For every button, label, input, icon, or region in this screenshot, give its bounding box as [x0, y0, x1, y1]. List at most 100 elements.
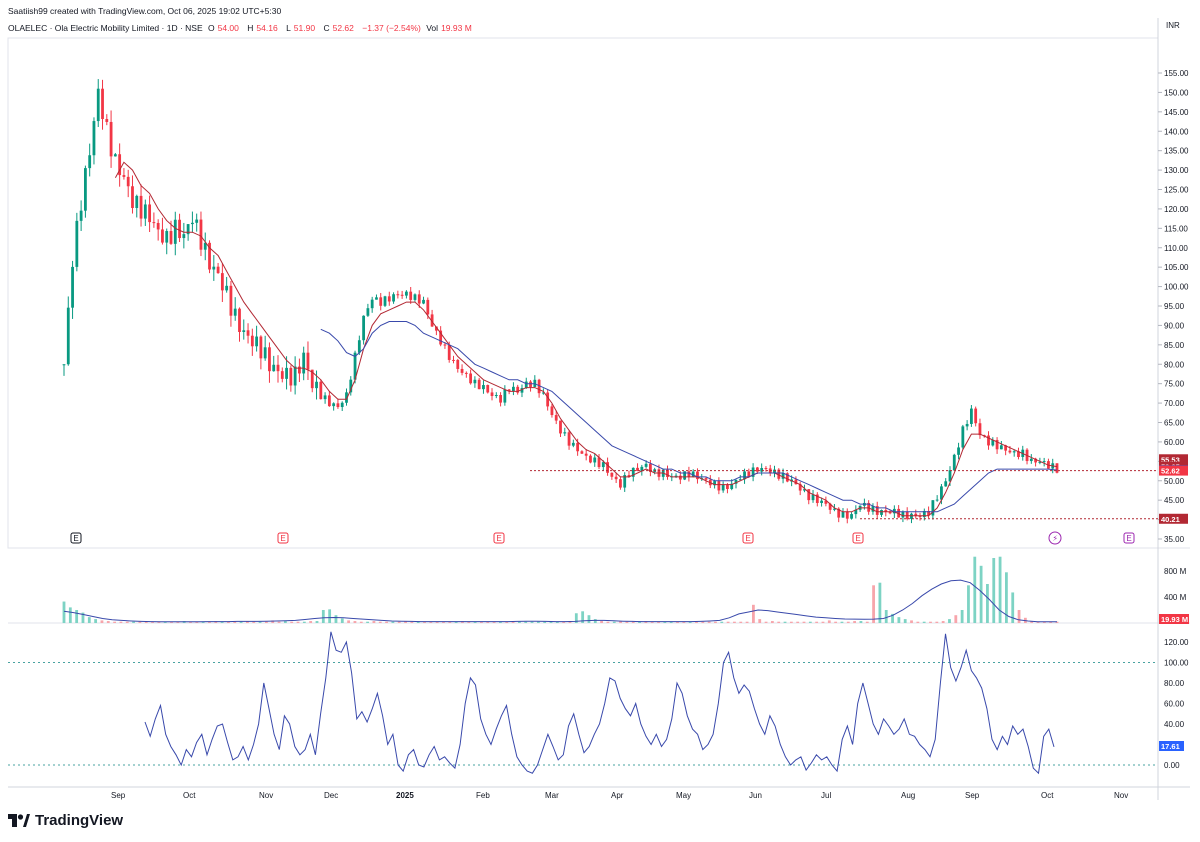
candle-body	[781, 473, 785, 479]
volume-bar	[834, 621, 838, 623]
candle-body	[315, 381, 318, 389]
price-tick-label: 140.00	[1164, 127, 1189, 136]
tradingview-logo[interactable]: TradingView	[8, 812, 123, 829]
candle-body	[383, 296, 387, 306]
volume-bar	[764, 621, 768, 623]
price-tick-label: 105.00	[1164, 263, 1189, 272]
volume-bar	[473, 621, 477, 623]
volume-bar	[372, 621, 376, 623]
candle-body	[619, 479, 622, 488]
candle-body	[246, 330, 250, 336]
candle-body	[75, 220, 79, 267]
price-tick-label: 60.00	[1164, 438, 1185, 447]
price-tick-label: 85.00	[1164, 341, 1185, 350]
candle-body	[738, 479, 742, 481]
time-tick-label: Aug	[901, 791, 915, 800]
volume-bar	[752, 604, 755, 623]
volume-bar	[258, 621, 262, 623]
volume-bar	[960, 610, 964, 623]
oscillator-series	[8, 631, 1158, 775]
earnings-event-icon: E	[742, 532, 754, 544]
candle-body	[387, 296, 391, 302]
candle-body	[306, 352, 310, 370]
volume-bar	[283, 621, 287, 623]
volume-bar	[442, 621, 445, 623]
volume-bar	[208, 621, 211, 623]
volume-bar	[81, 612, 85, 623]
volume-bar	[916, 621, 920, 623]
volume-bar	[720, 621, 724, 623]
price-tick-label: 100.00	[1164, 283, 1189, 292]
candle-body	[340, 402, 344, 408]
volume-bar	[1036, 621, 1040, 623]
candle-body	[1008, 450, 1012, 453]
candle-body	[345, 392, 348, 403]
candle-body	[636, 467, 639, 472]
volume-bar	[517, 621, 521, 623]
slow-ma-line	[320, 321, 1058, 513]
candle-body	[743, 471, 746, 480]
volume-bar	[986, 584, 989, 623]
price-tick-label: 65.00	[1164, 419, 1185, 428]
candle-body	[143, 204, 147, 219]
volume-bar	[1005, 572, 1008, 623]
volume-series	[62, 556, 1059, 623]
candle-body	[66, 307, 70, 365]
oscillator-tick-label: 40.00	[1164, 720, 1185, 729]
candle-body	[713, 481, 716, 486]
volume-bar	[410, 621, 414, 623]
candle-body	[62, 364, 66, 366]
candle-body	[871, 506, 875, 512]
candle-body	[704, 478, 708, 480]
tradingview-logo-icon	[8, 814, 30, 827]
price-tick-label: 110.00	[1164, 244, 1188, 253]
volume-bar	[309, 621, 313, 623]
candle-body	[400, 294, 404, 296]
event-marker-label: E	[280, 534, 285, 543]
volume-bar	[625, 621, 629, 623]
volume-last-bg	[1159, 614, 1189, 624]
candle-body	[1034, 458, 1037, 463]
candle-body	[755, 467, 759, 472]
volume-bar	[701, 621, 705, 623]
volume-bar	[340, 618, 344, 623]
event-marker-label: ⚡	[1052, 534, 1058, 543]
candle-body	[974, 408, 978, 424]
candle-body	[597, 457, 601, 468]
volume-bar	[650, 621, 654, 623]
symbol-legend: OLAELEC · Ola Electric Mobility Limited …	[8, 23, 478, 33]
volume-bar	[954, 615, 958, 623]
candle-body	[764, 468, 768, 470]
candle-body	[413, 294, 417, 300]
candle-body	[910, 513, 913, 519]
candle-body	[452, 359, 455, 361]
volume-bar	[448, 621, 452, 623]
candle-body	[280, 371, 284, 379]
candle-body	[867, 502, 871, 512]
candle-body	[456, 359, 460, 369]
volume-bar	[125, 621, 129, 623]
volume-bar	[948, 619, 951, 623]
event-marker-label: E	[73, 534, 78, 543]
volume-bar	[321, 610, 325, 623]
candle-body	[186, 224, 190, 235]
candle-body	[191, 222, 194, 225]
volume-bar	[467, 621, 471, 623]
price-tick-label: 115.00	[1164, 224, 1188, 233]
candle-body	[803, 489, 806, 491]
price-pane-frame	[7, 37, 1159, 549]
candle-body	[135, 195, 139, 208]
volume-bar	[157, 621, 161, 623]
candle-body	[276, 364, 280, 372]
time-tick-label: Dec	[324, 791, 338, 800]
candle-body	[477, 379, 481, 390]
volume-bar	[220, 621, 224, 623]
candle-body	[268, 347, 271, 372]
volume-bar	[416, 621, 420, 623]
candle-body	[375, 297, 378, 300]
candle-body	[554, 415, 558, 421]
volume-bar	[524, 621, 528, 623]
volume-bar	[739, 621, 743, 623]
candle-body	[837, 508, 841, 518]
